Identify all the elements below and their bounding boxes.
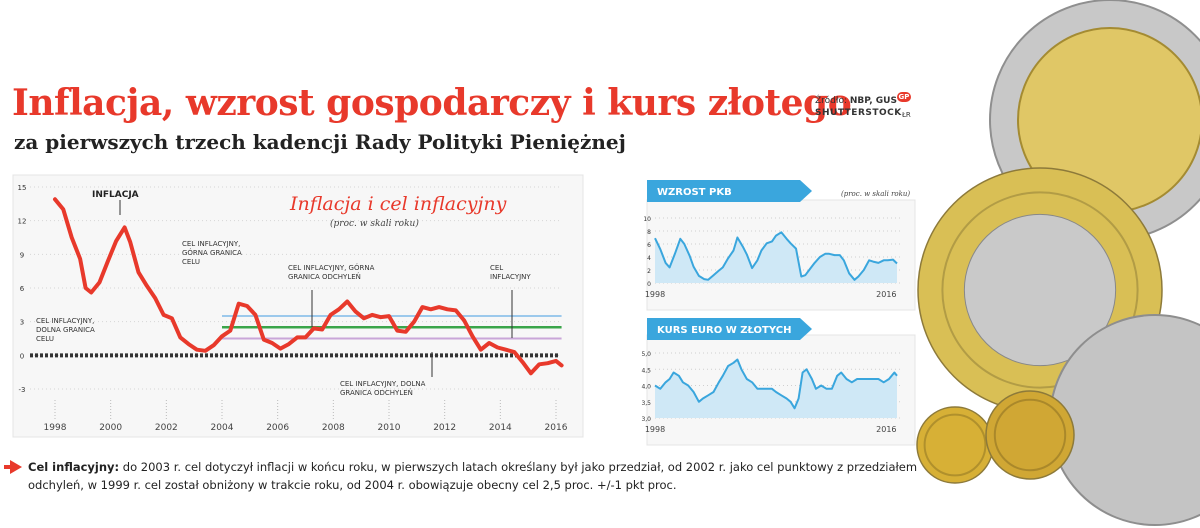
main-y-tick-label: 6 [20, 285, 25, 293]
main-x-tick-label: 2006 [266, 423, 289, 433]
photo-credit: SHUTTERSTOCK [815, 108, 902, 118]
small-chart-unit: (proc. w skali roku) [841, 190, 910, 198]
coin-small-1-ring [923, 413, 987, 477]
footnote-arrow-icon [4, 460, 22, 474]
small-x-tick-label: 1998 [645, 425, 665, 434]
coin-2zl-core [963, 213, 1117, 367]
footnote: Cel inflacyjny: do 2003 r. cel dotyczył … [28, 458, 928, 494]
main-x-tick-label: 2014 [489, 423, 512, 433]
small-chart-banner [647, 318, 812, 340]
small-chart-title: WZROST PKB [657, 187, 732, 198]
small-x-tick-label: 2016 [876, 290, 896, 299]
small-y-tick-label: 3,5 [641, 400, 651, 407]
main-y-tick-label: 0 [20, 352, 24, 360]
main-y-tick-label: 15 [18, 184, 27, 192]
coin-small-2 [985, 390, 1075, 480]
annotation-lower-2002: CELU [36, 335, 54, 343]
small-y-tick-label: 3,0 [641, 416, 651, 423]
source-note: Źródło: NBP, GUS [815, 94, 897, 108]
small-chart-line [654, 358, 898, 410]
source-label: Źródło: [815, 96, 847, 106]
main-x-tick-label: 2002 [155, 423, 178, 433]
main-x-tick-label: 2010 [378, 423, 401, 433]
main-y-tick-label: 3 [20, 319, 24, 327]
main-y-tick-label: 9 [20, 251, 24, 259]
main-x-tick-label: 2016 [545, 423, 568, 433]
annotation-target: INFLACYJNY [490, 273, 531, 281]
annotation-lower-2002: CEL INFLACYJNY, [36, 317, 94, 325]
small-y-tick-label: 10 [643, 216, 651, 223]
small-y-tick-label: 2 [647, 268, 651, 275]
small-x-tick-label: 1998 [645, 290, 665, 299]
footnote-label: Cel inflacyjny: [28, 460, 120, 474]
footnote-text: do 2003 r. cel dotyczył inflacji w końcu… [28, 460, 918, 492]
small-y-tick-label: 4 [647, 255, 651, 262]
annotation-upper-band: GRANICA ODCHYLEŃ [288, 272, 361, 281]
annotation-lower-band: CEL INFLACYJNY, DOLNA [340, 380, 426, 388]
small-y-tick-label: 4,5 [641, 367, 651, 374]
small-chart-banner [647, 180, 812, 202]
annotation-upper-2002: CELU [182, 258, 200, 266]
small-chart-area [655, 359, 897, 418]
annotation-upper-band: CEL INFLACYJNY, GÓRNA [288, 263, 375, 272]
annotation-upper-2002: GÓRNA GRANICA [182, 248, 242, 257]
main-y-tick-label: -3 [19, 386, 26, 394]
annotation-lower-2002: DOLNA GRANICA [36, 326, 95, 334]
annotation-lower-band: GRANICA ODCHYLEŃ [340, 388, 413, 397]
small-y-tick-label: 6 [647, 242, 651, 249]
small-chart-title: KURS EURO W ZŁOTYCH [657, 325, 791, 336]
small-y-tick-label: 5,0 [641, 351, 651, 358]
coin-2zl-ring [941, 191, 1139, 389]
annotation-inflation: INFLACJA [92, 190, 139, 200]
annotation-target: CEL [490, 264, 503, 272]
small-chart-line [654, 231, 898, 281]
small-y-tick-label: 8 [647, 229, 651, 236]
main-chart-unit: (proc. w skali roku) [330, 218, 419, 229]
small-chart-area [655, 232, 897, 283]
inflation-line [53, 197, 564, 376]
page-subtitle: za pierwszych trzech kadencji Rady Polit… [14, 130, 626, 154]
author-initials: ŁR [902, 111, 911, 119]
main-x-tick-label: 2012 [433, 423, 456, 433]
main-x-tick-label: 2000 [99, 423, 122, 433]
annotation-upper-2002: CEL INFLACYJNY, [182, 240, 240, 248]
source-value: NBP, GUS [849, 96, 897, 106]
coin-small-2-ring [993, 398, 1067, 472]
small-y-tick-label: 0 [647, 281, 651, 288]
main-chart-title: Inflacja i cel inflacyjny [289, 193, 507, 215]
small-x-tick-label: 2016 [876, 425, 896, 434]
main-chart-panel [12, 174, 584, 438]
main-x-tick-label: 2008 [322, 423, 345, 433]
page-title: Inflacja, wzrost gospodarczy i kurs złot… [12, 82, 852, 124]
publisher-badge: GP [897, 92, 911, 102]
small-y-tick-label: 4,0 [641, 384, 651, 391]
coin-small-1 [916, 406, 994, 484]
main-x-tick-label: 2004 [211, 423, 234, 433]
main-y-tick-label: 12 [18, 218, 27, 226]
main-x-tick-label: 1998 [44, 423, 67, 433]
